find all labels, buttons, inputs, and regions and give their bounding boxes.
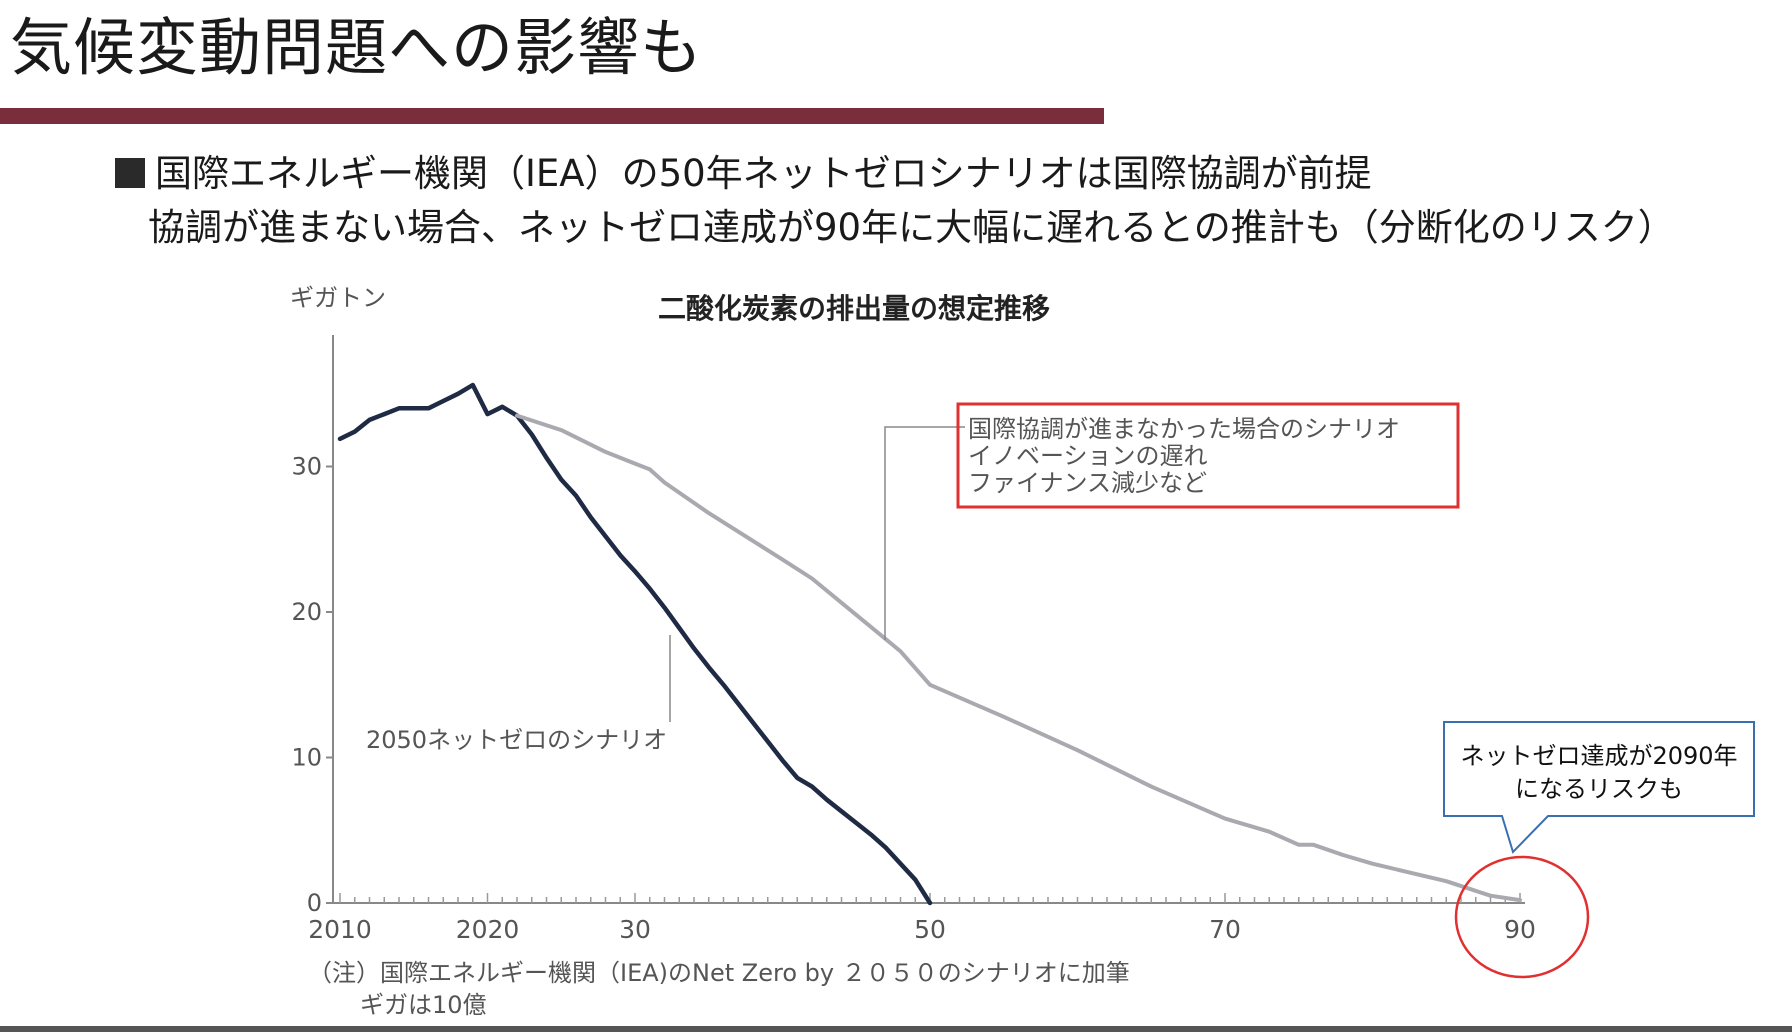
y-tick-label-0: 0 [307, 889, 322, 917]
bullet-line-2: 協調が進まない場合、ネットゼロ達成が90年に大幅に遅れるとの推計も（分断化のリス… [148, 206, 1675, 249]
chart-note-2: ギガは10億 [360, 991, 487, 1019]
delayed-scenario-text-3: ファイナンス減少など [968, 469, 1207, 497]
y-axis-label: ギガトン [290, 284, 386, 312]
bullet-text-1: 国際エネルギー機関（IEA）の50年ネットゼロシナリオは国際協調が前提 [155, 152, 1372, 195]
x-tick-label-2020: 2020 [456, 915, 520, 944]
slide-title: 気候変動問題への影響も [10, 11, 704, 84]
delayed-scenario-text-2: イノベーションの遅れ [968, 442, 1208, 470]
x-tick-label-2070: 70 [1209, 915, 1241, 944]
x-tick-label-2010: 2010 [308, 915, 372, 944]
chart-note-1: （注）国際エネルギー機関（IEA)のNet Zero by ２０５０のシナリオに… [308, 959, 1130, 987]
x-tick-label-2050: 50 [914, 915, 946, 944]
risk-callout-box [1443, 721, 1755, 854]
footer-rule [0, 1026, 1792, 1032]
bullet-square-icon [115, 158, 145, 188]
series-line-delayed-scenario [515, 413, 1522, 903]
bullet-line-1: 国際エネルギー機関（IEA）の50年ネットゼロシナリオは国際協調が前提 [115, 146, 1372, 202]
y-tick-label-20: 20 [291, 598, 322, 626]
delayed-scenario-text-1: 国際協調が進まなかった場合のシナリオ [968, 415, 1400, 443]
x-tick-label-2030: 30 [619, 915, 651, 944]
risk-callout-text-1: ネットゼロ達成が2090年 [1460, 742, 1737, 770]
risk-callout-text-2: になるリスクも [1515, 775, 1683, 803]
chart-title: 二酸化炭素の排出量の想定推移 [658, 292, 1050, 325]
delayed-scenario-highlight-box [956, 402, 1460, 509]
series-line-netzero-2050 [337, 382, 933, 906]
title-underline-bar [0, 108, 1104, 124]
netzero-scenario-label: 2050ネットゼロのシナリオ [366, 726, 667, 754]
y-tick-label-10: 10 [291, 744, 322, 772]
year-2090-highlight-circle [1454, 855, 1590, 979]
x-tick-label-2090: 90 [1504, 915, 1536, 944]
delayed-leader-line [884, 426, 965, 640]
y-tick-label-30: 30 [291, 453, 322, 481]
